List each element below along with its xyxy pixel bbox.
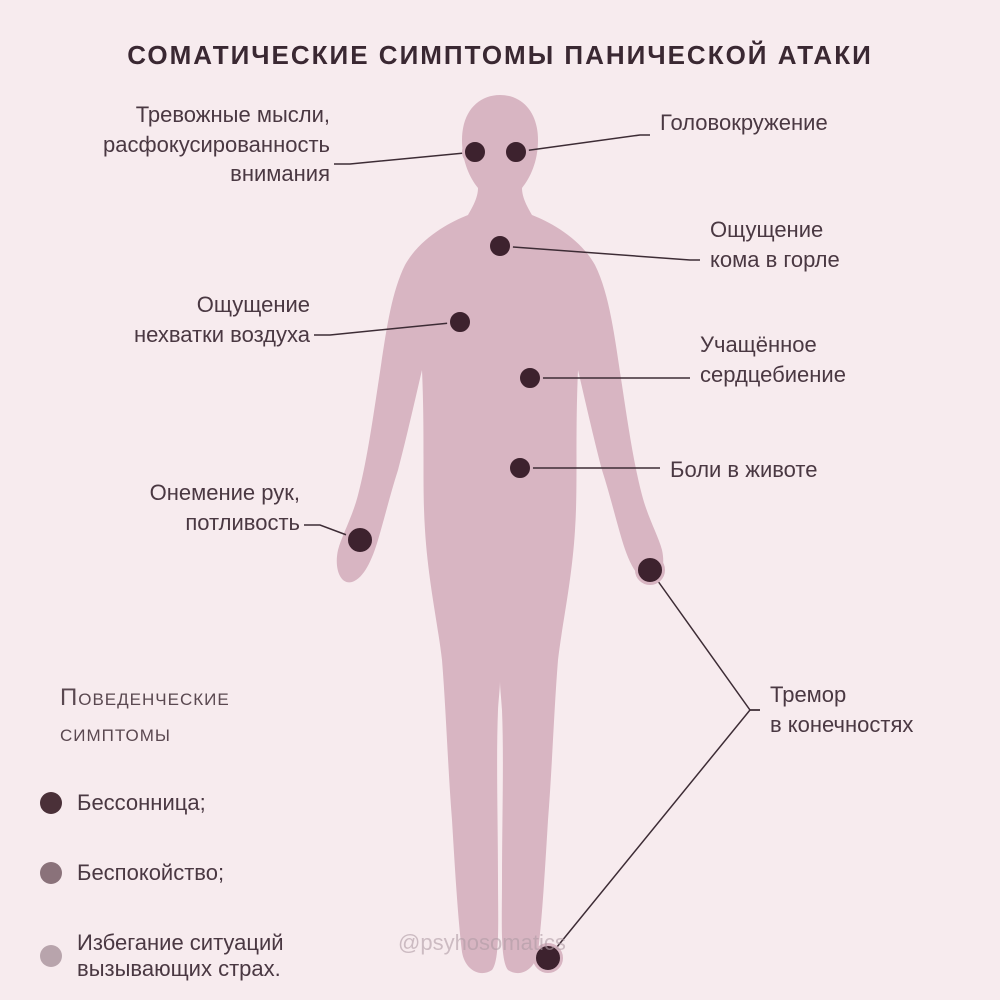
watermark: @psyhosomatics — [398, 930, 566, 956]
bullet-label: Беспокойство; — [77, 860, 224, 886]
behavioral-title: Поведенческиесимптомы — [60, 680, 230, 752]
label-numbness: Онемение рук,потливость — [150, 478, 300, 537]
marker-head-right — [503, 139, 529, 165]
label-shortness-breath: Ощущениенехватки воздуха — [134, 290, 310, 349]
marker-stomach — [507, 455, 533, 481]
bullet-label: Бессонница; — [77, 790, 206, 816]
bullet-icon — [40, 945, 62, 967]
label-dizziness: Головокружение — [660, 108, 828, 138]
marker-hand-left — [345, 525, 375, 555]
bullet-icon — [40, 862, 62, 884]
bullet-label: Избегание ситуацийвызывающих страх. — [77, 930, 284, 982]
behavioral-item-2: Избегание ситуацийвызывающих страх. — [40, 930, 284, 982]
label-stomach-pain: Боли в животе — [670, 455, 818, 485]
marker-head-left — [462, 139, 488, 165]
page-title: Соматические симптомы панической атаки — [127, 40, 873, 71]
label-tremor: Треморв конечностях — [770, 680, 913, 739]
marker-heart — [517, 365, 543, 391]
label-throat-lump: Ощущениекома в горле — [710, 215, 840, 274]
label-heartbeat: Учащённоесердцебиение — [700, 330, 846, 389]
marker-hand-right — [635, 555, 665, 585]
label-anxious-thoughts: Тревожные мысли,расфокусированностьвнима… — [103, 100, 330, 189]
bullet-icon — [40, 792, 62, 814]
marker-chest-left — [447, 309, 473, 335]
marker-throat — [487, 233, 513, 259]
behavioral-item-1: Беспокойство; — [40, 860, 224, 886]
behavioral-item-0: Бессонница; — [40, 790, 206, 816]
